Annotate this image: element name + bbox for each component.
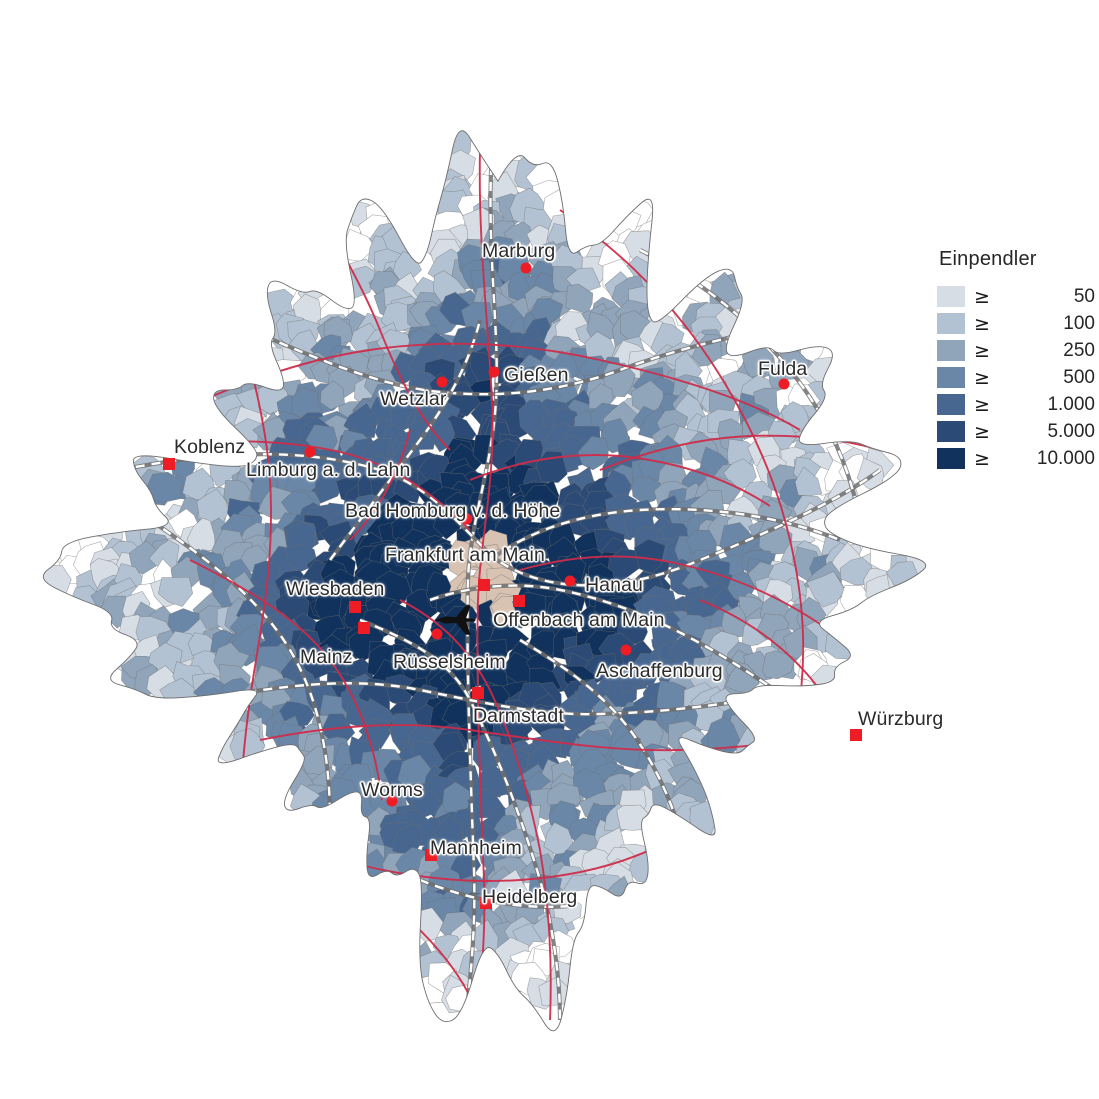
legend-ge-symbol: ≥ <box>974 339 990 362</box>
city-label: Würzburg <box>858 708 944 730</box>
city-label: Rüsselsheim <box>393 651 506 673</box>
city-marker[interactable] <box>349 601 361 613</box>
legend-rows: ≥50 ≥100 ≥250 ≥500 ≥1.000 ≥5.000 ≥10.000 <box>937 283 1097 472</box>
legend: Einpendler ≥50 ≥100 ≥250 ≥500 ≥1.000 ≥5.000 ≥1… <box>937 248 1097 472</box>
city-label: Koblenz <box>174 436 246 458</box>
city-label: Aschaffenburg <box>596 660 723 682</box>
legend-value: 1.000 <box>1047 393 1095 415</box>
city-label: Limburg a. d. Lahn <box>246 459 411 481</box>
legend-ge-symbol: ≥ <box>974 447 990 470</box>
municipality-polygon[interactable] <box>824 626 860 660</box>
city-label: Marburg <box>482 240 556 262</box>
legend-row: ≥250 <box>937 337 1097 364</box>
legend-value: 100 <box>1063 312 1095 334</box>
city-label: Frankfurt am Main <box>385 544 545 566</box>
legend-value: 250 <box>1063 339 1095 361</box>
city-label: Bad Homburg v. d. Höhe <box>345 500 561 522</box>
city-marker[interactable] <box>478 579 490 591</box>
legend-value: 50 <box>1073 285 1095 307</box>
legend-value: 5.000 <box>1047 420 1095 442</box>
legend-ge-symbol: ≥ <box>974 285 990 308</box>
city-marker[interactable] <box>513 595 525 607</box>
city-marker[interactable] <box>436 376 448 388</box>
city-marker[interactable] <box>620 644 632 656</box>
city-marker[interactable] <box>564 575 576 587</box>
legend-title: Einpendler <box>939 248 1037 270</box>
legend-row: ≥500 <box>937 364 1097 391</box>
city-label: Fulda <box>758 358 808 380</box>
city-label: Gießen <box>504 364 569 386</box>
city-marker[interactable] <box>520 262 532 274</box>
legend-ge-symbol: ≥ <box>974 393 990 416</box>
legend-row: ≥50 <box>937 283 1097 310</box>
legend-swatch <box>937 340 965 361</box>
legend-value: 10.000 <box>1036 447 1095 469</box>
legend-row: ≥5.000 <box>937 418 1097 445</box>
main-road <box>829 685 926 701</box>
city-label: Heidelberg <box>482 886 578 908</box>
legend-row: ≥100 <box>937 310 1097 337</box>
municipality-polygons <box>43 130 926 1013</box>
city-label: Darmstadt <box>473 705 564 727</box>
legend-ge-symbol: ≥ <box>974 420 990 443</box>
city-marker[interactable] <box>304 446 316 458</box>
legend-value: 500 <box>1063 366 1095 388</box>
legend-ge-symbol: ≥ <box>974 366 990 389</box>
legend-row: ≥10.000 <box>937 445 1097 472</box>
legend-swatch <box>937 448 965 469</box>
city-marker[interactable] <box>358 622 370 634</box>
city-label: Wetzlar <box>380 388 447 410</box>
legend-swatch <box>937 313 965 334</box>
city-marker[interactable] <box>472 687 484 699</box>
legend-swatch <box>937 394 965 415</box>
legend-ge-symbol: ≥ <box>974 312 990 335</box>
city-marker[interactable] <box>163 458 175 470</box>
city-marker[interactable] <box>488 366 500 378</box>
city-label: Mannheim <box>430 837 522 859</box>
city-label: Worms <box>361 779 423 801</box>
city-label: Offenbach am Main <box>493 609 665 631</box>
city-label: Hanau <box>585 574 643 596</box>
city-marker[interactable] <box>431 628 443 640</box>
legend-swatch <box>937 421 965 442</box>
city-label: Mainz <box>300 646 353 668</box>
legend-swatch <box>937 286 965 307</box>
legend-swatch <box>937 367 965 388</box>
city-label: Wiesbaden <box>286 578 385 600</box>
legend-row: ≥1.000 <box>937 391 1097 418</box>
